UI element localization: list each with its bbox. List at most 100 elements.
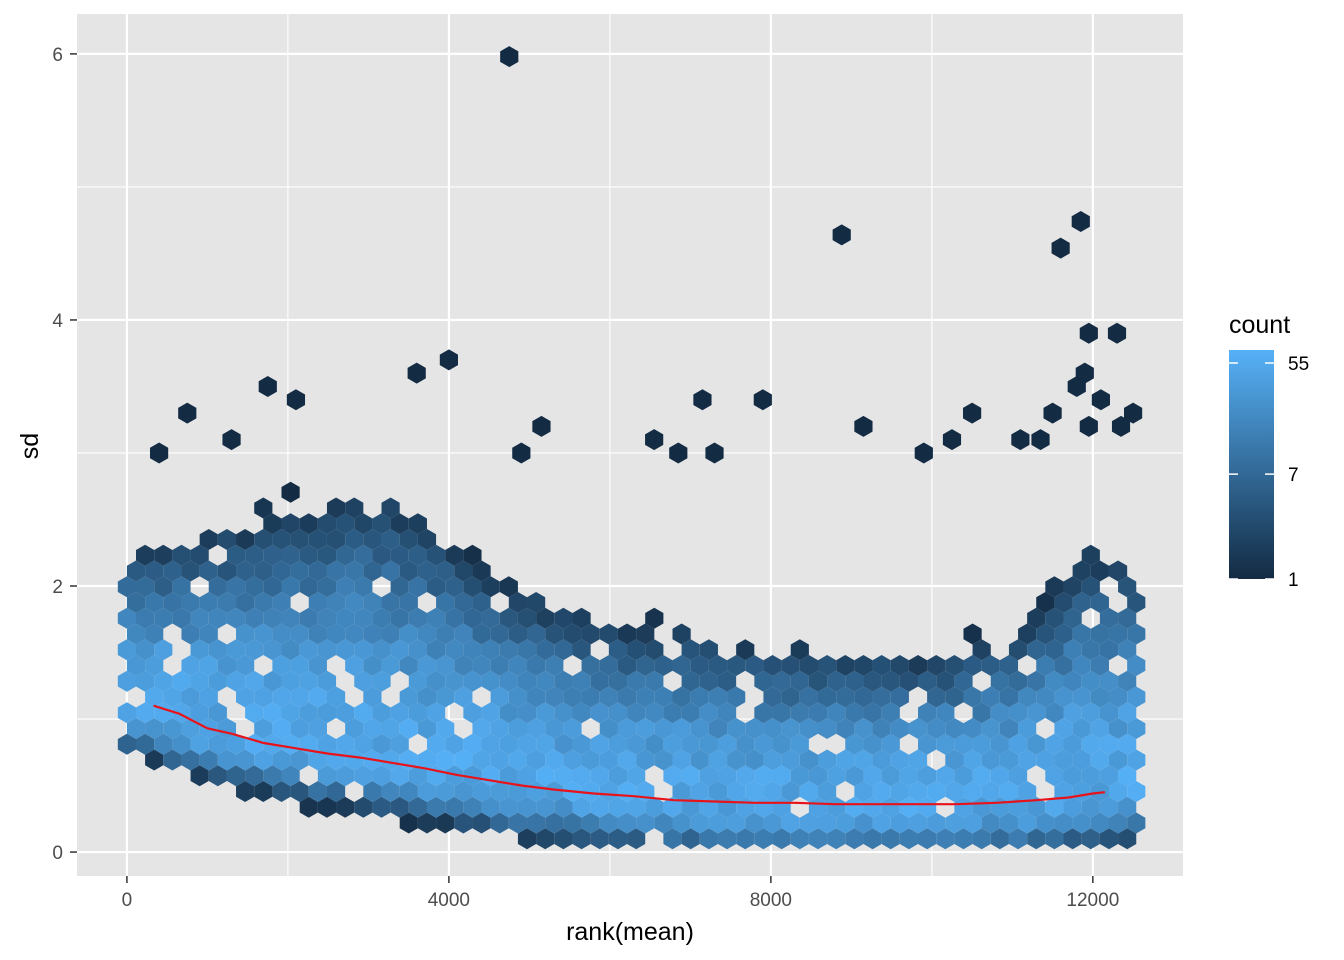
hexbin-cell <box>581 749 600 771</box>
hexbin-cell <box>408 639 427 661</box>
hexbin-cell <box>154 576 173 598</box>
hexbin-cell <box>818 718 837 739</box>
hexbin-cell <box>290 749 309 771</box>
outlier-cell <box>258 375 277 397</box>
hexbin-cell <box>845 828 864 850</box>
hexbin-cell <box>927 655 946 676</box>
hexbin-cell <box>554 828 573 850</box>
hexbin-cell <box>681 702 700 724</box>
hexbin-cell <box>490 623 509 645</box>
hexbin-cell <box>799 749 818 771</box>
hexbin-cell <box>708 718 728 739</box>
hexbin-cell <box>236 749 255 771</box>
hexbin-cell <box>217 655 237 676</box>
hexbin-cell <box>554 670 573 692</box>
hexbin-cell <box>808 828 828 850</box>
hexbin-cell <box>299 513 318 535</box>
hexbin-cell <box>1045 702 1064 724</box>
hexbin-cell <box>663 733 682 755</box>
hexbin-cell <box>608 702 628 724</box>
hexbin-cell <box>1127 686 1146 708</box>
hexbin-cell <box>717 733 737 755</box>
hexbin-cell <box>663 702 682 724</box>
hexbin-cell <box>508 812 528 834</box>
hexbin-cell <box>290 686 309 708</box>
hexbin-cell <box>1081 733 1100 755</box>
hexbin-cell <box>627 828 646 850</box>
hexbin-cell <box>899 796 919 818</box>
hexbin-cell <box>381 749 400 771</box>
hexbin-cell <box>763 749 782 771</box>
hexbin-cell <box>381 718 400 739</box>
hexbin-cell <box>763 718 782 739</box>
hexbin-cell <box>308 718 327 739</box>
outlier-cell <box>1107 322 1127 344</box>
hexbin-cell <box>263 513 282 535</box>
hexbin-cell <box>717 765 737 787</box>
hexbin-cell <box>1027 702 1046 724</box>
hexbin-cell <box>281 544 300 566</box>
hexbin-cell <box>663 765 682 787</box>
hexbin-cell <box>190 544 209 566</box>
hexbin-cell <box>1063 702 1082 724</box>
hexbin-cell <box>745 655 764 676</box>
hexbin-cell <box>1099 607 1119 629</box>
hexbin-cell <box>508 592 528 613</box>
hexbin-cell <box>863 702 882 724</box>
hexbin-cell <box>499 639 518 661</box>
hexbin-cell <box>763 781 782 802</box>
hexbin-cell <box>808 796 828 818</box>
hexbin-cell <box>527 623 546 645</box>
hexbin-cell <box>236 592 255 613</box>
hexbin-cell <box>508 655 528 676</box>
hexbin-cell <box>536 702 555 724</box>
hexbin-cell <box>754 765 773 787</box>
hexbin-cell <box>872 686 891 708</box>
hexbin-cell <box>745 812 764 834</box>
hexbin-cell <box>918 828 937 850</box>
hexbin-cell <box>636 718 655 739</box>
hexbin-cell <box>663 796 682 818</box>
hexbin-cell <box>654 655 673 676</box>
hexbin-cell <box>536 733 555 755</box>
hexbin-cell <box>845 702 864 724</box>
hexbin-cell <box>527 592 546 613</box>
hexbin-cell <box>1063 765 1082 787</box>
hexbin-cell <box>727 655 746 676</box>
hexbin-cell <box>754 670 773 692</box>
hexbin-cell <box>645 702 664 724</box>
hexbin-cell <box>881 670 900 692</box>
hexbin-cell <box>345 623 364 645</box>
hexbin-cell <box>636 655 655 676</box>
hexbin-cell <box>590 733 609 755</box>
hexbin-cell <box>645 670 664 692</box>
hexbin-cell <box>590 702 609 724</box>
hexbin-cell <box>617 623 637 645</box>
hexbin-cell <box>536 639 555 661</box>
hexbin-cell <box>863 765 882 787</box>
hexbin-cell <box>599 718 618 739</box>
hexbin-cell <box>863 828 882 850</box>
hexbin-cell <box>1072 623 1091 645</box>
hexbin-cell <box>1045 576 1064 598</box>
hexbin-cell <box>1072 718 1091 739</box>
hexbin-cell <box>963 781 982 802</box>
hexbin-cell <box>836 686 855 708</box>
hexbin-cell <box>317 670 337 692</box>
hexbin-cell <box>326 592 346 613</box>
hexbin-cell <box>945 655 964 676</box>
hexbin-cell <box>545 718 564 739</box>
hexbin-cell <box>818 812 837 834</box>
hexbin-cell <box>790 702 809 724</box>
hexbin-cell <box>545 812 564 834</box>
hexbin-cell <box>390 765 409 787</box>
hexbin-cell <box>417 529 437 550</box>
hexbin-cell <box>308 529 327 550</box>
hexbin-cell <box>299 607 318 629</box>
hexbin-cell <box>499 607 518 629</box>
hexbin-cell <box>117 733 136 755</box>
hexbin-cell <box>381 560 400 582</box>
outlier-cell <box>1051 237 1070 259</box>
outlier-cell <box>512 442 531 464</box>
hexbin-cell <box>1018 718 1037 739</box>
